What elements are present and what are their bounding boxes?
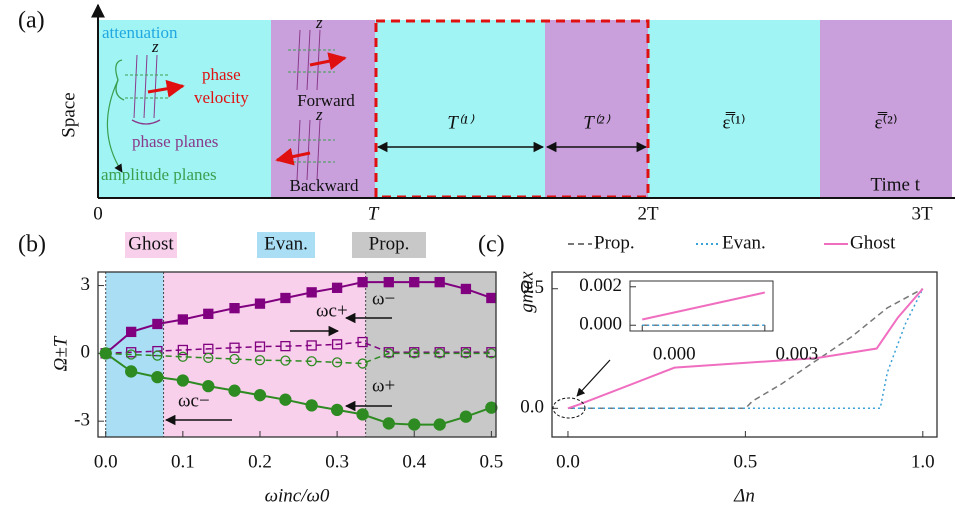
legend-label: Evan. (722, 232, 766, 253)
region-label: Evan. (264, 233, 308, 254)
marker (460, 411, 471, 422)
marker (307, 288, 316, 297)
legend-label: Ghost (850, 232, 896, 253)
marker (306, 400, 317, 411)
marker (204, 309, 213, 318)
note: attenuation (102, 23, 178, 42)
x-tick-label: 0.000 (653, 343, 696, 364)
segment-label: ε̿⁽¹⁾ (722, 111, 745, 133)
marker (100, 348, 111, 359)
block (545, 20, 648, 198)
x-label: ωinc/ω0 (265, 485, 330, 506)
legend-label: Prop. (594, 232, 635, 253)
note: phase planes (132, 132, 218, 151)
marker (126, 366, 137, 377)
marker (332, 404, 343, 415)
marker (281, 293, 290, 302)
marker (434, 419, 445, 430)
block (375, 20, 545, 198)
segment-label: T⁽²⁾ (583, 112, 611, 133)
panel-label: (c) (478, 232, 505, 258)
block (648, 20, 820, 198)
x-label: Δn (733, 485, 755, 506)
marker (487, 293, 496, 302)
marker (358, 278, 367, 287)
marker (461, 284, 470, 293)
x-tick-label: 0.003 (775, 343, 818, 364)
x-tick-label: 0.1 (171, 451, 195, 472)
marker (486, 402, 497, 413)
marker (383, 418, 394, 429)
y-tick-label: 3 (81, 274, 91, 295)
panel-label: (a) (18, 8, 45, 34)
marker (409, 419, 420, 430)
marker (178, 315, 187, 324)
region (106, 272, 164, 437)
note: velocity (194, 88, 249, 107)
marker (255, 299, 264, 308)
region-label: Prop. (369, 233, 410, 254)
marker (230, 304, 239, 313)
x-tick-label: 0.4 (402, 451, 426, 472)
y-tick-label: 0.002 (579, 275, 622, 296)
y-tick-label: -3 (74, 410, 90, 431)
note: z (315, 13, 323, 32)
marker (435, 278, 444, 287)
marker (229, 385, 240, 396)
x-tick-label: 0.0 (94, 451, 118, 472)
x-tick-label: 0.5 (734, 451, 758, 472)
x-tick-label: 0.5 (479, 451, 503, 472)
marker (177, 375, 188, 386)
note: Backward (290, 176, 359, 195)
marker (153, 319, 162, 328)
y-label: gmax (516, 271, 537, 313)
tick-label: 0 (93, 203, 103, 224)
tick-label: 3T (911, 203, 933, 224)
zoom-arrow (577, 360, 610, 396)
annotation: ωc+ (316, 300, 348, 321)
figure: (a) Space attenuation z z z phase veloci… (0, 0, 959, 531)
block (820, 20, 952, 198)
marker (410, 278, 419, 287)
panel-a: (a) Space attenuation z z z phase veloci… (18, 5, 955, 224)
note: Forward (297, 91, 355, 110)
y-tick-label: 0.000 (579, 314, 622, 335)
y-label: Space (58, 92, 79, 137)
x-tick-label: 0.3 (325, 451, 349, 472)
tick-label: 2T (637, 203, 659, 224)
note: phase (202, 65, 241, 84)
marker (254, 390, 265, 401)
panel-label: (b) (18, 232, 46, 258)
marker (384, 278, 393, 287)
y-tick-label: 0.0 (520, 397, 544, 418)
annotation: ωc− (178, 390, 210, 411)
y-label: Ω±T (50, 335, 71, 371)
x-tick-label: 1.0 (911, 451, 935, 472)
marker (152, 372, 163, 383)
marker (127, 327, 136, 336)
note: z (151, 37, 159, 56)
x-tick-label: 0.0 (556, 451, 580, 472)
annotation: ω+ (372, 375, 395, 396)
x-label: Time t (871, 174, 921, 195)
annotation: ω− (372, 288, 395, 309)
marker (280, 394, 291, 405)
x-tick-label: 0.2 (248, 451, 272, 472)
marker (333, 283, 342, 292)
note: amplitude planes (101, 165, 217, 184)
region-label: Ghost (128, 233, 174, 254)
segment-label: ε̿⁽²⁾ (874, 111, 897, 133)
y-tick-label: 0 (81, 342, 91, 363)
tick-label: T (368, 203, 380, 224)
segment-label: T⁽¹⁾ (447, 112, 475, 133)
marker (357, 409, 368, 420)
